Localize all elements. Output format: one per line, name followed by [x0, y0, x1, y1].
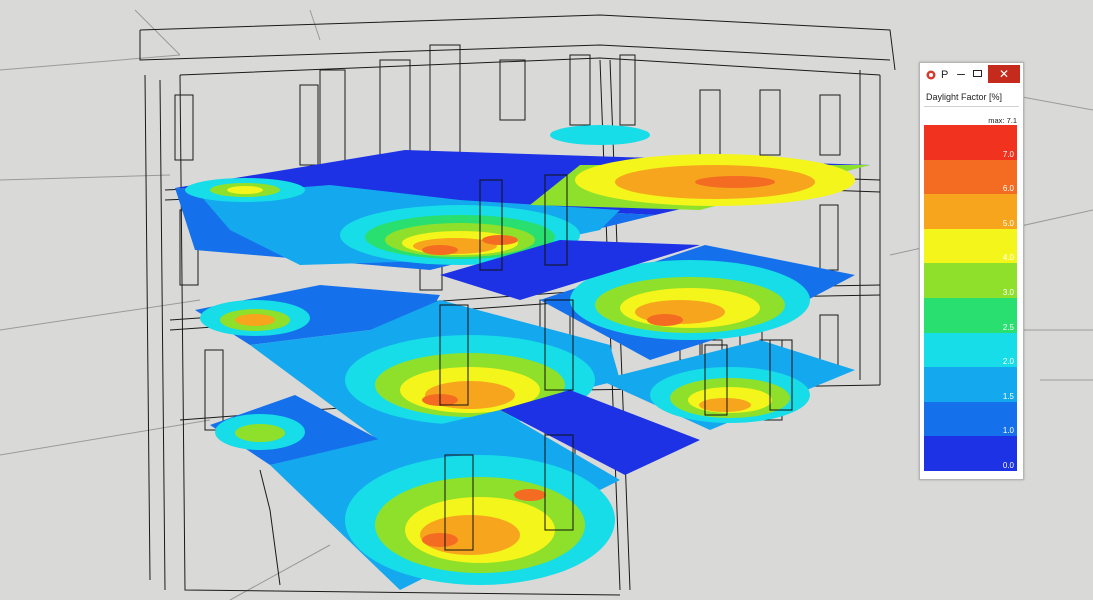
- maximize-icon: [972, 70, 982, 77]
- maximize-button[interactable]: [970, 63, 984, 83]
- scale-band-label: 3.0: [1002, 287, 1014, 297]
- app-icon: [926, 70, 936, 80]
- scale-band-label: 5.0: [1002, 218, 1014, 228]
- scale-band: 2.5: [924, 297, 1017, 333]
- window-outlines: [439, 174, 793, 551]
- floor-slab-middle: [195, 240, 855, 445]
- scale-band: 2.0: [924, 332, 1017, 368]
- legend-divider: [924, 106, 1019, 107]
- legend-max-label: max: 7.1: [988, 116, 1017, 125]
- scale-band: 1.0: [924, 401, 1017, 437]
- scale-band: 1.5: [924, 367, 1017, 402]
- scale-band-label: 1.5: [1002, 391, 1014, 401]
- legend-window[interactable]: P – ✕ Daylight Factor [%] max: 7.1 7.0 6.…: [919, 62, 1024, 480]
- minimize-button[interactable]: –: [957, 65, 965, 81]
- window-title: P: [941, 69, 949, 81]
- scale-band: 4.0: [924, 228, 1017, 264]
- scale-band-label: 1.0: [1002, 426, 1014, 436]
- scale-band-label: 6.0: [1002, 184, 1014, 194]
- legend-heading: Daylight Factor [%]: [926, 92, 1003, 102]
- scale-band-label: 2.5: [1002, 322, 1014, 332]
- scale-band-label: 7.0: [1002, 149, 1014, 159]
- scale-band: 6.0: [924, 159, 1017, 195]
- floor-slab-top: [175, 125, 870, 270]
- color-scale: 7.0 6.0 5.0 4.0 3.0 2.5 2.0 1.5 1.0 0.0: [924, 125, 1017, 471]
- scale-band: 0.0: [924, 436, 1017, 471]
- scale-band-label: 0.0: [1002, 460, 1014, 470]
- close-button[interactable]: ✕: [988, 65, 1020, 83]
- scale-band-label: 2.0: [1002, 357, 1014, 367]
- scale-band: 5.0: [924, 194, 1017, 229]
- scale-band: 7.0: [924, 125, 1017, 160]
- legend-titlebar[interactable]: P – ✕: [920, 63, 1023, 89]
- scale-band: 3.0: [924, 263, 1017, 298]
- scale-band-label: 4.0: [1002, 253, 1014, 263]
